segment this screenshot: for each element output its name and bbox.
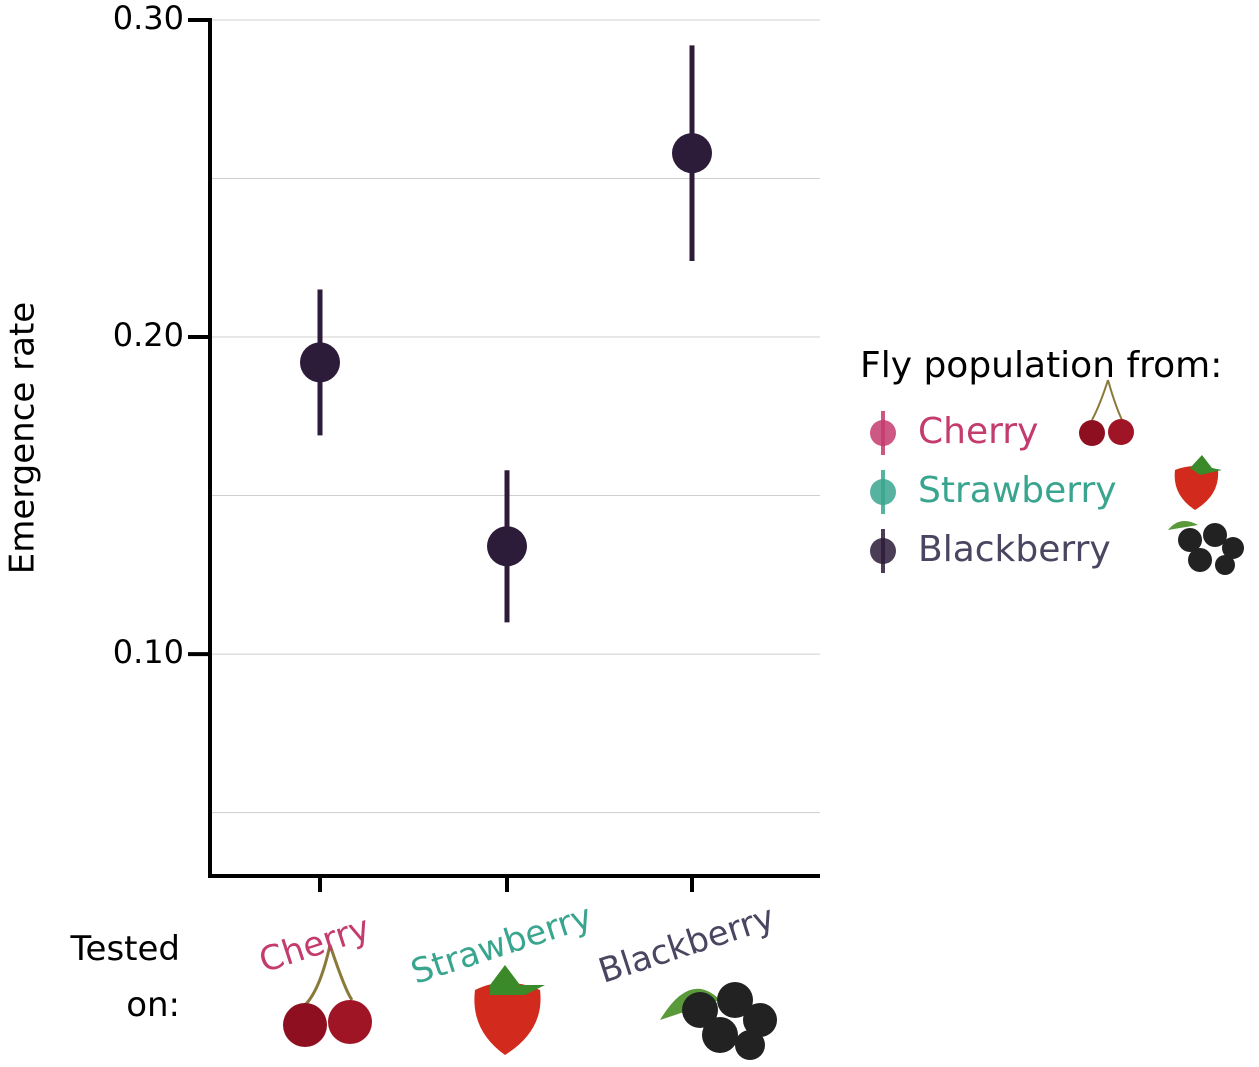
legend-label: Strawberry bbox=[918, 470, 1117, 511]
point bbox=[672, 133, 712, 174]
point bbox=[300, 342, 340, 383]
y-tick-label: 0.20 bbox=[113, 316, 184, 354]
x-tick-label: Blackberry bbox=[594, 897, 779, 991]
legend-marker bbox=[870, 420, 896, 446]
point bbox=[487, 526, 527, 567]
fruit-icons bbox=[283, 379, 1244, 1060]
legend-label: Blackberry bbox=[918, 529, 1111, 570]
legend-label: Cherry bbox=[918, 411, 1038, 452]
x-annotation: Tested on: bbox=[70, 929, 180, 1025]
y-tick-label: 0.30 bbox=[113, 0, 184, 37]
y-tick-label: 0.10 bbox=[113, 633, 184, 671]
legend-marker bbox=[870, 479, 896, 505]
legend-title: Fly population from: bbox=[860, 345, 1222, 386]
y-axis-label: Emergence rate bbox=[3, 302, 43, 574]
legend-marker bbox=[870, 538, 896, 564]
x-tick-label: Cherry bbox=[254, 908, 374, 981]
